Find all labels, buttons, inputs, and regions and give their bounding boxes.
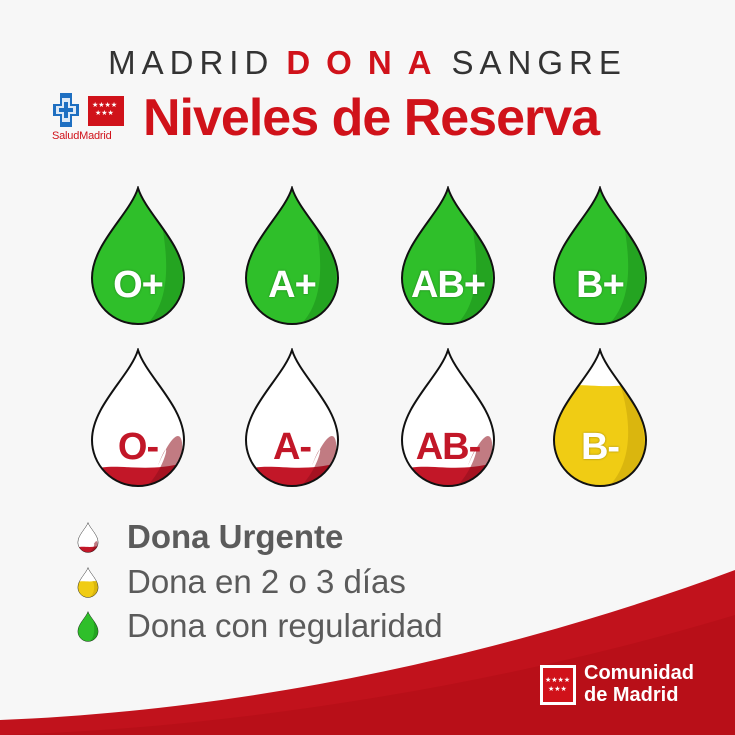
blood-drop-icon <box>90 186 186 325</box>
svg-text:★★★: ★★★ <box>95 109 114 117</box>
blood-drop-o-negpos: O+ <box>88 186 188 326</box>
org-line-2: de Madrid <box>584 684 679 706</box>
blood-drop-b-neg: B- <box>550 348 650 488</box>
comunidad-madrid-logo: ★★★★ ★★★ Comunidad de Madrid <box>540 662 720 712</box>
blood-drop-icon <box>400 186 496 325</box>
blood-drop-icon <box>244 348 340 487</box>
brand-dona: DONA <box>286 44 448 81</box>
legend-label: Dona en 2 o 3 días <box>127 563 406 600</box>
legend-label: Dona Urgente <box>127 518 344 555</box>
salud-madrid-logo-text: SaludMadrid <box>52 130 112 142</box>
blood-drop-icon <box>90 348 186 487</box>
legend-drop-icon <box>77 567 99 598</box>
page-title: Niveles de Reserva <box>143 89 600 147</box>
svg-text:★★★: ★★★ <box>548 685 567 693</box>
blood-type-label: A- <box>272 426 312 468</box>
brand-madrid: MADRID <box>108 44 275 81</box>
blood-type-label: O- <box>117 426 159 468</box>
madrid-flag-icon: ★★★★ ★★★ <box>540 665 576 705</box>
blood-drop-icon <box>400 348 496 487</box>
blood-drop-icon <box>244 186 340 325</box>
salud-madrid-logo: ★★★★ ★★★ SaludMadrid <box>52 92 128 144</box>
legend-drop-icon <box>77 611 99 642</box>
blood-type-label: AB- <box>415 426 482 468</box>
blood-drop-icon <box>552 186 648 325</box>
svg-text:★★★★: ★★★★ <box>545 676 570 684</box>
legend-drop-icon <box>77 522 99 553</box>
svg-text:★★★★: ★★★★ <box>92 101 117 109</box>
org-line-1: Comunidad <box>584 662 694 684</box>
blood-type-label: O+ <box>113 264 164 306</box>
blood-drop-b-negpos: B+ <box>550 186 650 326</box>
salud-madrid-emblem-icon: ★★★★ ★★★ <box>53 93 124 127</box>
blood-drop-a-negpos: A+ <box>242 186 342 326</box>
campaign-brand: MADRID DONA SANGRE <box>0 44 735 84</box>
blood-drop-icon <box>552 348 648 487</box>
blood-type-label: A+ <box>268 264 317 306</box>
blood-drop-o-neg: O- <box>88 348 188 488</box>
blood-drop-ab-neg: AB- <box>398 348 498 488</box>
legend-label: Dona con regularidad <box>127 607 443 644</box>
comunidad-madrid-name: Comunidad de Madrid <box>584 662 694 706</box>
brand-sangre: SANGRE <box>451 44 627 81</box>
blood-drop-ab-negpos: AB+ <box>398 186 498 326</box>
blood-type-label: B+ <box>576 264 625 306</box>
blood-type-label: B- <box>580 426 620 468</box>
blood-type-label: AB+ <box>410 264 486 306</box>
blood-drop-a-neg: A- <box>242 348 342 488</box>
